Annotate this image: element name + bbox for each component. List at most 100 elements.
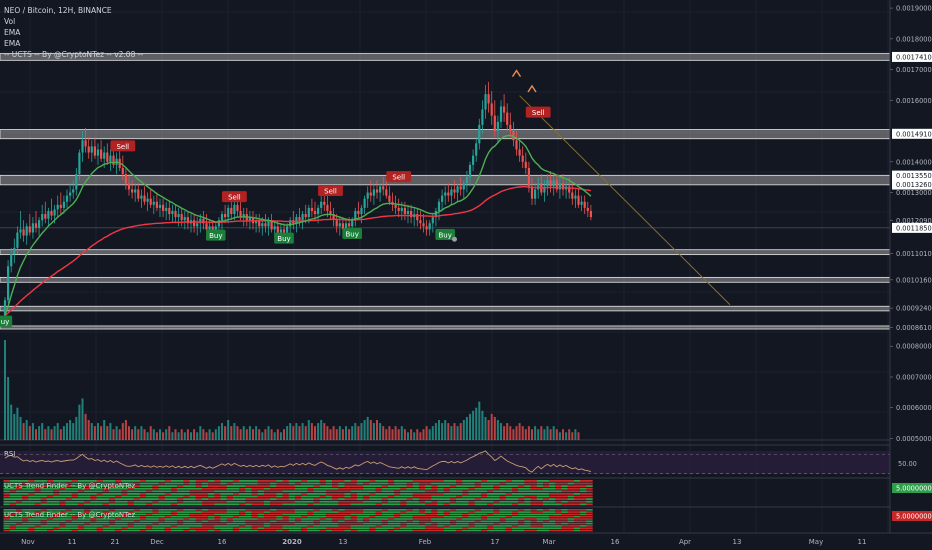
trend-stripe	[400, 487, 407, 490]
trend-stripe	[313, 518, 320, 520]
trend-stripe	[344, 503, 351, 506]
trend-stripe	[40, 518, 48, 520]
trend-stripe	[164, 498, 172, 501]
trend-stripe	[239, 485, 246, 488]
volume-bar	[217, 426, 220, 440]
trend-stripe	[443, 480, 451, 482]
trend-stripe	[542, 525, 550, 527]
trend-stripe	[505, 529, 513, 532]
trend-stripe	[456, 527, 463, 530]
candle-body	[465, 177, 468, 184]
trend-stripe	[480, 485, 488, 488]
trend-stripe	[363, 493, 370, 495]
candle-body	[478, 124, 481, 144]
trend-stripe	[493, 503, 500, 506]
trend-stripe	[46, 520, 54, 523]
trend-finder-1-label[interactable]: UCTS Trend Finder -- By @CryptoNTez	[4, 482, 136, 490]
volume-indicator-label[interactable]: Vol	[4, 17, 16, 26]
trend-stripe	[449, 522, 457, 525]
trend-stripe	[189, 513, 196, 516]
candle-body	[462, 183, 465, 190]
trend-stripe	[245, 515, 252, 518]
signal-label: Sell	[116, 143, 129, 151]
trend-stripe	[59, 480, 66, 482]
trend-stripe	[561, 529, 568, 532]
candle-body	[543, 186, 546, 193]
trend-stripe	[263, 485, 271, 488]
volume-bar	[292, 426, 295, 440]
price-tick-label: 0.00170000	[896, 66, 932, 74]
trend-stripe	[561, 498, 568, 501]
trend-stripe	[71, 493, 79, 495]
trend-stripe	[406, 493, 413, 495]
volume-bar	[382, 426, 385, 440]
trend-stripe	[102, 511, 110, 513]
trend-stripe	[133, 500, 141, 503]
trend-stripe	[189, 515, 196, 518]
trend-stripe	[276, 498, 283, 501]
trend-stripe	[406, 487, 413, 490]
trend-stripe	[394, 520, 401, 523]
trend-stripe	[480, 522, 488, 525]
trend-stripe	[146, 487, 153, 490]
trend-stripe	[301, 480, 308, 482]
trend-stripe	[40, 487, 48, 490]
trend-stripe	[406, 503, 413, 506]
trend-stripe	[201, 487, 209, 490]
trend-stripe	[232, 520, 240, 523]
trend-stripe	[555, 493, 562, 495]
trend-finder-2-label[interactable]: UCTS Trend Finder -- By @CryptoNTez	[4, 511, 136, 519]
trend-stripe	[220, 487, 227, 490]
trend-stripe	[133, 525, 141, 527]
ucts-indicator-label[interactable]: -- UCTS -- By @CryptoNTez -- v2.08 --	[4, 50, 144, 59]
signal-badge-buy	[435, 228, 455, 240]
trend-stripe	[394, 487, 401, 490]
trend-stripe	[276, 511, 283, 513]
trend-stripe	[158, 525, 165, 527]
trend-stripe	[425, 480, 432, 482]
trend-stripe	[195, 490, 203, 493]
trend-stripe	[263, 482, 271, 485]
trend-stripe	[245, 500, 252, 503]
volume-bar	[62, 426, 65, 440]
candle-body	[549, 180, 552, 187]
trend-stripe	[363, 525, 370, 527]
trend-stripe	[245, 520, 252, 523]
ema-indicator-label-2[interactable]: EMA	[4, 39, 21, 48]
trend-stripe	[127, 509, 134, 511]
trend-stripe	[139, 503, 147, 506]
rsi-pane-label[interactable]: RSI	[4, 450, 16, 458]
trend-stripe	[344, 495, 351, 498]
price-tick-label: 0.00190000	[896, 5, 932, 13]
trend-stripe	[350, 513, 358, 516]
volume-bar	[500, 423, 502, 440]
candle-body	[273, 226, 276, 230]
trend-stripe	[77, 509, 85, 511]
trend-stripe	[22, 503, 29, 506]
trend-stripe	[524, 527, 531, 530]
candle-body	[506, 112, 509, 125]
trend-stripe	[201, 498, 209, 501]
volume-bar	[379, 423, 382, 440]
trend-stripe	[170, 509, 178, 511]
trend-stripe	[65, 482, 72, 485]
trend-stripe	[530, 509, 537, 511]
trend-stripe	[375, 480, 382, 482]
trend-stripe	[487, 509, 494, 511]
trend-stripe	[363, 529, 370, 532]
trend-stripe	[158, 513, 165, 516]
candle-body	[428, 223, 431, 230]
trend-stripe	[518, 490, 525, 493]
trend-stripe	[9, 520, 17, 523]
trend-stripe	[567, 490, 575, 493]
candle-body	[475, 143, 478, 156]
volume-bar	[31, 423, 34, 440]
trend-stripe	[332, 487, 339, 490]
trend-stripe	[208, 522, 215, 525]
volume-bar	[227, 420, 230, 440]
trend-stripe	[387, 503, 395, 506]
ema-indicator-label[interactable]: EMA	[4, 28, 21, 37]
trend-stripe	[84, 529, 91, 532]
trend-stripe	[542, 500, 550, 503]
